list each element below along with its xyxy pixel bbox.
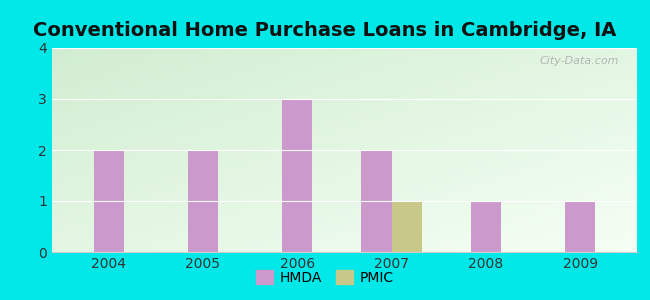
Bar [282,99,313,252]
Legend: HMDA, PMIC: HMDA, PMIC [251,264,399,290]
Text: City-Data.com: City-Data.com [540,56,619,66]
Bar [471,201,501,252]
Bar [188,150,218,252]
Text: Conventional Home Purchase Loans in Cambridge, IA: Conventional Home Purchase Loans in Camb… [33,21,617,40]
Bar [94,150,124,252]
Bar [392,201,422,252]
Bar [566,201,595,252]
Bar [361,150,392,252]
